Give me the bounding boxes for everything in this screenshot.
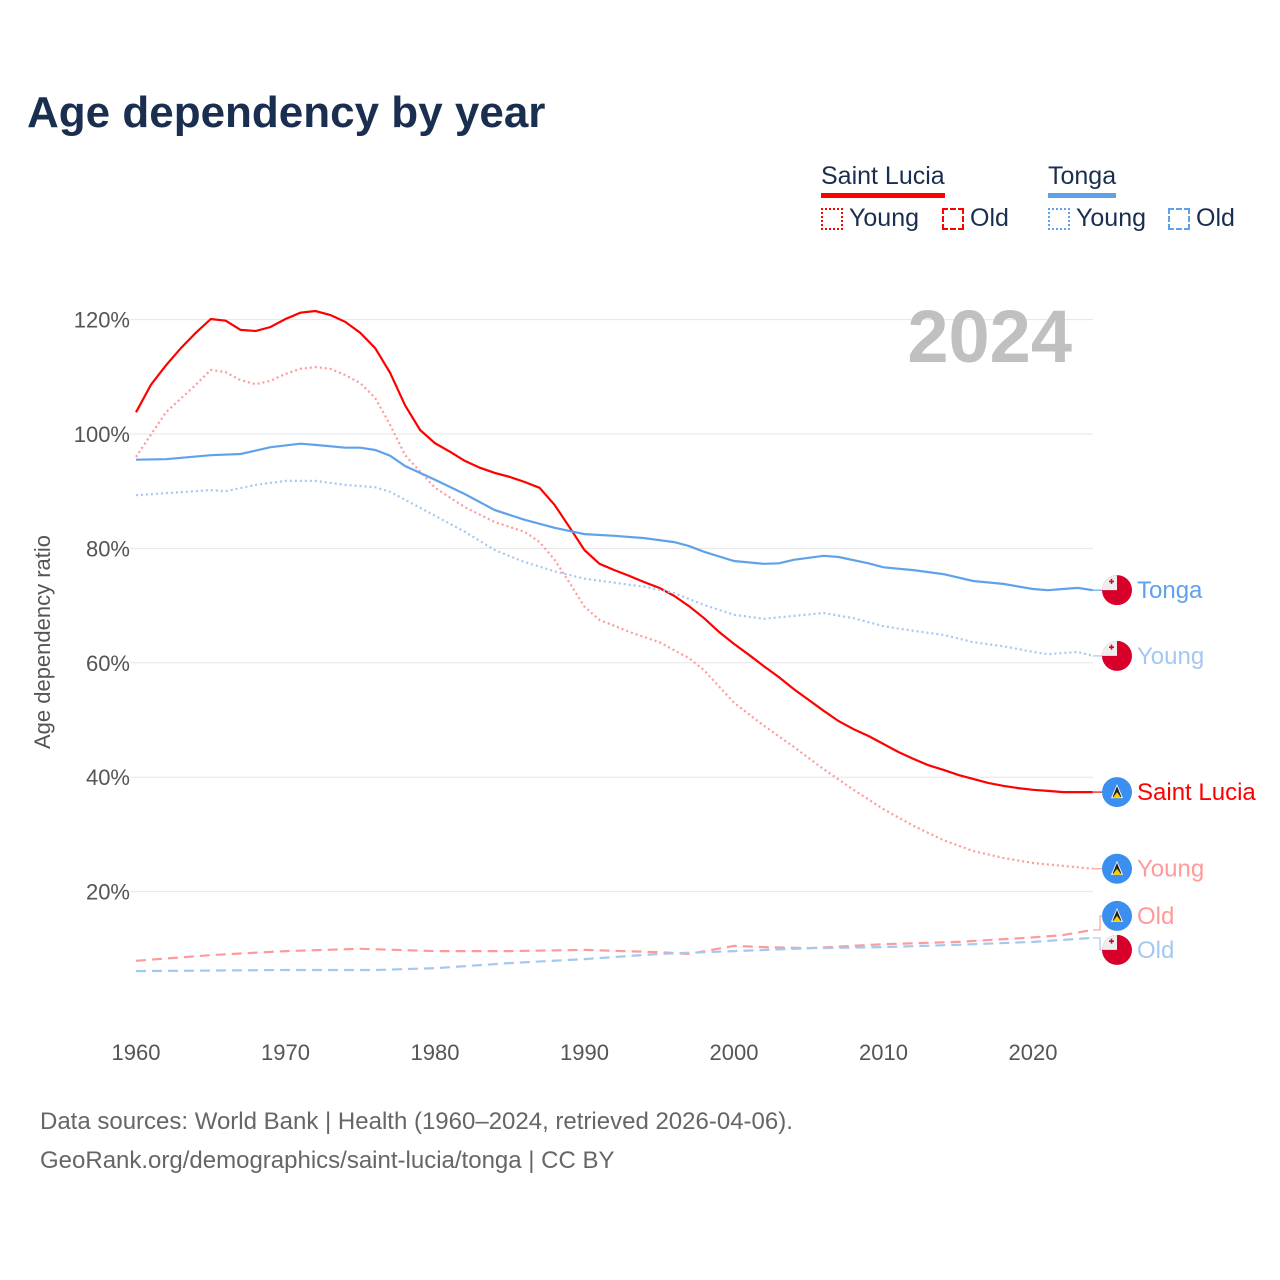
y-tick-label: 100% — [74, 422, 130, 447]
y-tick-label: 20% — [86, 880, 130, 905]
dashed-swatch-icon — [942, 207, 964, 230]
legend-saint-lucia-young[interactable]: Young — [821, 204, 919, 233]
chart-title: Age dependency by year — [27, 88, 546, 137]
saint-lucia-flag-icon — [1102, 777, 1132, 808]
series-line-saint-lucia-young[interactable] — [135, 365, 1093, 870]
series-end-label: Young — [1137, 856, 1204, 883]
x-tick-label: 2000 — [710, 1040, 759, 1065]
x-tick-label: 1990 — [560, 1040, 609, 1065]
y-tick-label: 80% — [86, 536, 130, 561]
dotted-swatch-icon — [1048, 207, 1070, 230]
tonga-flag-icon — [1102, 575, 1132, 606]
saint-lucia-flag-icon — [1102, 900, 1132, 931]
footer-sources: Data sources: World Bank | Health (1960–… — [40, 1108, 793, 1135]
y-tick-label: 60% — [86, 651, 130, 676]
series-line-saint-lucia[interactable] — [135, 309, 1093, 794]
series-line-tonga-young[interactable] — [135, 479, 1094, 657]
series-end-label: Young — [1137, 643, 1204, 670]
legend-label: Old — [1196, 204, 1235, 232]
tonga-flag-icon — [1102, 640, 1132, 671]
tonga-flag-icon — [1102, 934, 1132, 965]
saint-lucia-flag-icon — [1102, 853, 1132, 884]
legend-tonga-young[interactable]: Young — [1048, 204, 1146, 233]
x-tick-label: 1970 — [261, 1040, 310, 1065]
series-line-tonga-old[interactable] — [135, 936, 1093, 973]
legend-saint-lucia-old[interactable]: Old — [942, 204, 1009, 233]
series-end-label: Old — [1137, 903, 1174, 930]
series-end-label: Saint Lucia — [1137, 779, 1256, 806]
legend-label: Old — [970, 204, 1009, 232]
x-tick-label: 1980 — [411, 1040, 460, 1065]
dashed-swatch-icon — [1168, 207, 1190, 230]
y-tick-label: 120% — [74, 308, 130, 333]
footer-link[interactable]: GeoRank.org/demographics/saint-lucia/ton… — [40, 1147, 615, 1174]
y-tick-label: 40% — [86, 765, 130, 790]
legend-label: Young — [1076, 204, 1146, 232]
y-axis-label: Age dependency ratio — [30, 535, 55, 749]
series-end-label: Tonga — [1137, 577, 1203, 604]
series-end-label: Old — [1137, 937, 1174, 964]
series-line-tonga[interactable] — [135, 442, 1093, 592]
x-tick-label: 2020 — [1009, 1040, 1058, 1065]
year-watermark: 2024 — [907, 295, 1072, 378]
series-line-saint-lucia-old[interactable] — [135, 928, 1093, 962]
dotted-swatch-icon — [821, 207, 843, 230]
x-tick-label: 2010 — [859, 1040, 908, 1065]
legend-tonga-old[interactable]: Old — [1168, 204, 1235, 233]
legend-tonga[interactable]: Tonga — [1048, 162, 1117, 198]
x-tick-label: 1960 — [112, 1040, 161, 1065]
legend-saint-lucia[interactable]: Saint Lucia — [821, 162, 945, 198]
legend-label: Young — [849, 204, 919, 232]
